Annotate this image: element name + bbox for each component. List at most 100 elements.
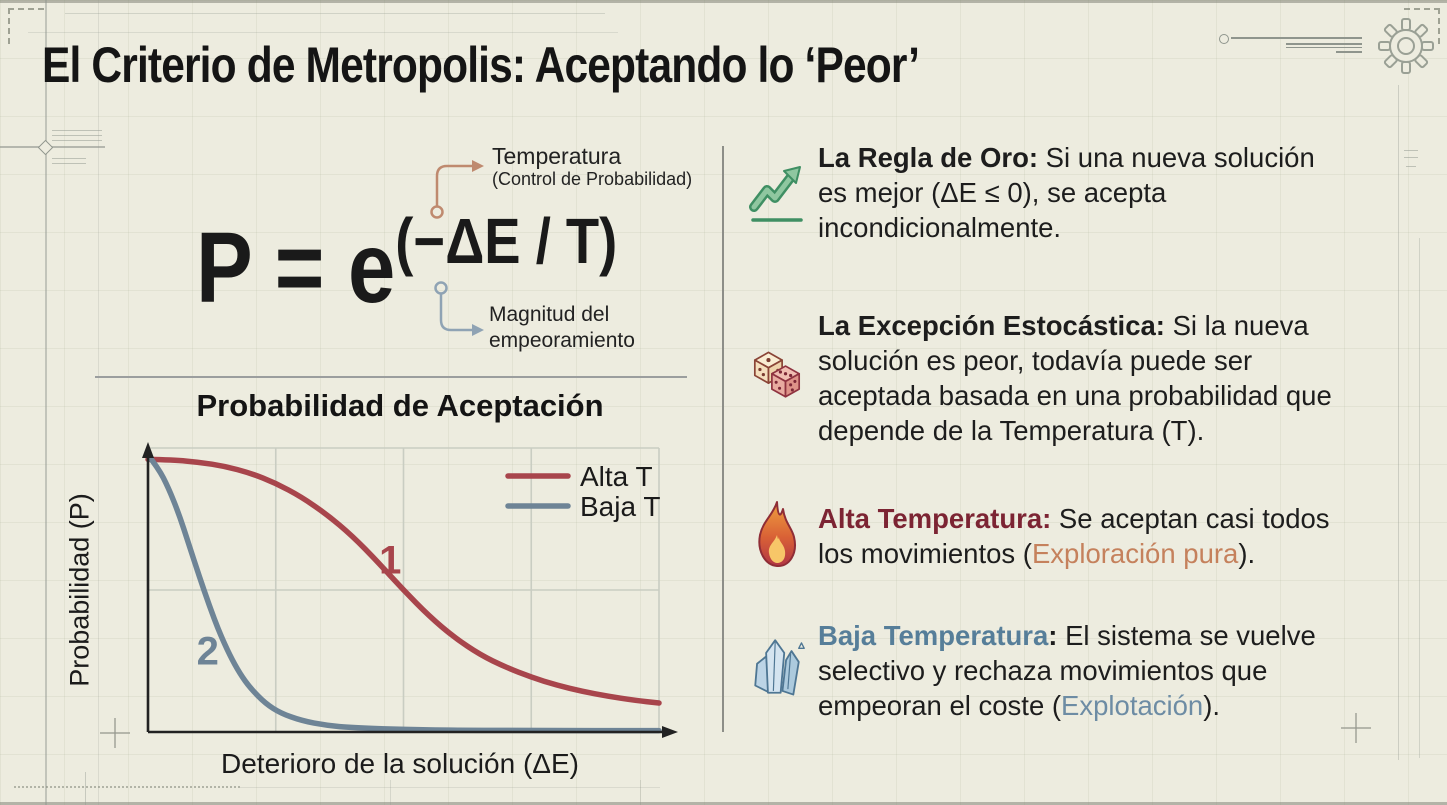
decor-line [45, 0, 47, 805]
formula-base: P = e [196, 212, 396, 324]
crystals-icon [748, 635, 806, 707]
rule-text-segment: aceptada basada en una probabilidad que [818, 380, 1332, 411]
decor-line [1286, 43, 1362, 45]
formula-annotation-arrows [430, 160, 484, 336]
rule-text-segment: : [1048, 620, 1058, 651]
decor-corner-bracket-tr [1404, 8, 1440, 44]
rule-text-segment: Alta Temperatura: [818, 503, 1052, 534]
decor-tick [1404, 157, 1418, 158]
rule-text-line: los movimientos (Exploración pura). [818, 536, 1330, 571]
magnitude-note-line1: Magnitud del [489, 303, 610, 326]
rule-text-segment: El sistema se vuelve [1057, 620, 1316, 651]
formula-exponent: (−ΔE / T) [395, 205, 618, 277]
metropolis-formula: P = e(−ΔE / T) [196, 205, 617, 318]
decor-plus [100, 718, 130, 748]
decor-line [640, 780, 641, 805]
rule-text-line: Alta Temperatura: Se aceptan casi todos [818, 501, 1330, 536]
decor-tick [1406, 166, 1416, 167]
horizontal-divider [95, 376, 687, 378]
rule-text-segment: Si una nueva solución [1038, 142, 1315, 173]
page-title: El Criterio de Metropolis: Aceptando lo … [42, 37, 920, 93]
rule-text-segment: es mejor (ΔE ≤ 0), se acepta [818, 177, 1167, 208]
x-axis-arrow [662, 726, 678, 738]
rule-text-line: La Excepción Estocástica: Si la nueva [818, 308, 1332, 343]
y-axis-arrow [142, 442, 154, 458]
magnitude-note-line2: empeoramiento [489, 329, 635, 352]
decor-hatch [52, 140, 102, 141]
rule-item-low-temperature: Baja Temperatura: El sistema se vuelve se… [748, 618, 1396, 723]
temperature-arrow [430, 160, 484, 219]
decor-hatch [52, 163, 86, 164]
rule-text-segment: ). [1238, 538, 1256, 569]
rule-text-segment: selectivo y rechaza movimientos que [818, 655, 1268, 686]
rule-text-line: Baja Temperatura: El sistema se vuelve [818, 618, 1316, 653]
rule-text-line: La Regla de Oro: Si una nueva solución [818, 140, 1315, 175]
decor-line [1419, 238, 1420, 758]
decor-plus [1341, 713, 1371, 743]
chart-title: Probabilidad de Aceptación [196, 388, 604, 423]
rule-item-high-temperature: Alta Temperatura: Se aceptan casi todos l… [748, 498, 1396, 574]
rule-text-line: empeoran el coste (Explotación). [818, 688, 1316, 723]
decor-tick [1404, 150, 1418, 151]
rule-text-line: solución es peor, todavía puede ser [818, 343, 1332, 378]
rule-text-line: incondicionalmente. [818, 210, 1315, 245]
decor-line [240, 787, 660, 788]
temperature-note-subtitle: (Control de Probabilidad) [492, 169, 693, 189]
decor-line [390, 780, 391, 805]
rule-text-segment: los movimientos ( [818, 538, 1032, 569]
decor-line [1286, 47, 1362, 48]
rule-text: Baja Temperatura: El sistema se vuelve se… [818, 618, 1316, 723]
rule-text-segment: Baja Temperatura [818, 620, 1049, 651]
curve-alta-t [145, 456, 662, 706]
rule-text-segment: La Excepción Estocástica: [818, 310, 1165, 341]
legend-label: Alta T [580, 461, 653, 492]
decor-line [1336, 51, 1362, 53]
rule-text-line: es mejor (ΔE ≤ 0), se acepta [818, 175, 1315, 210]
vertical-divider [722, 146, 724, 732]
decor-hatch [52, 135, 102, 136]
decor-line [1398, 85, 1399, 760]
rule-item-stochastic-exception: La Excepción Estocástica: Si la nueva sol… [748, 308, 1396, 448]
rule-text-line: selectivo y rechaza movimientos que [818, 653, 1316, 688]
decor-line [65, 13, 605, 14]
legend-label: Baja T [580, 491, 660, 522]
dice-icon [748, 345, 806, 411]
rule-text: Alta Temperatura: Se aceptan casi todos l… [818, 501, 1330, 571]
decor-hatch [52, 130, 102, 131]
gear-icon [1378, 18, 1434, 74]
decor-diamond [37, 139, 54, 156]
decor-hatch [52, 158, 86, 159]
rule-text-segment: Exploración pura [1031, 538, 1239, 569]
rule-text-segment: empeoran el coste ( [818, 690, 1062, 721]
decor-corner-bracket-tl [8, 8, 44, 44]
flame-icon [748, 498, 806, 574]
decor-circle [1219, 34, 1229, 44]
rule-text-line: depende de la Temperatura (T). [818, 413, 1332, 448]
decor-dotted-line [14, 786, 240, 788]
rule-text-segment: ). [1203, 690, 1221, 721]
magnitude-arrow [434, 281, 484, 336]
decor-line [1231, 37, 1362, 39]
curve-number-label: 1 [379, 539, 401, 583]
rule-text-segment: solución es peor, todavía puede ser [818, 345, 1253, 376]
rule-item-golden-rule: La Regla de Oro: Si una nueva solución es… [748, 140, 1396, 245]
decor-line [85, 772, 86, 805]
temperature-note-title: Temperatura [492, 143, 622, 169]
rule-text-segment: Explotación [1061, 690, 1204, 721]
rule-text-segment: Se aceptan casi todos [1051, 503, 1330, 534]
rule-text-segment: depende de la Temperatura (T). [818, 415, 1205, 446]
curve-number-label: 2 [197, 629, 219, 673]
decor-line [28, 32, 618, 33]
rule-text-segment: Si la nueva [1164, 310, 1309, 341]
chart-x-axis-label: Deterioro de la solución (ΔE) [221, 748, 579, 779]
rule-text-segment: La Regla de Oro: [818, 142, 1039, 173]
rule-text-line: aceptada basada en una probabilidad que [818, 378, 1332, 413]
curve-baja-t [145, 452, 662, 734]
rule-text: La Excepción Estocástica: Si la nueva sol… [818, 308, 1332, 448]
trend-up-icon [748, 162, 806, 224]
rule-text-segment: incondicionalmente. [818, 212, 1062, 243]
rule-text: La Regla de Oro: Si una nueva solución es… [818, 140, 1315, 245]
decor-line [98, 0, 99, 805]
